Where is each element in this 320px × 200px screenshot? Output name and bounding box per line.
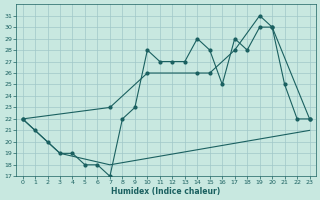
X-axis label: Humidex (Indice chaleur): Humidex (Indice chaleur) <box>111 187 221 196</box>
